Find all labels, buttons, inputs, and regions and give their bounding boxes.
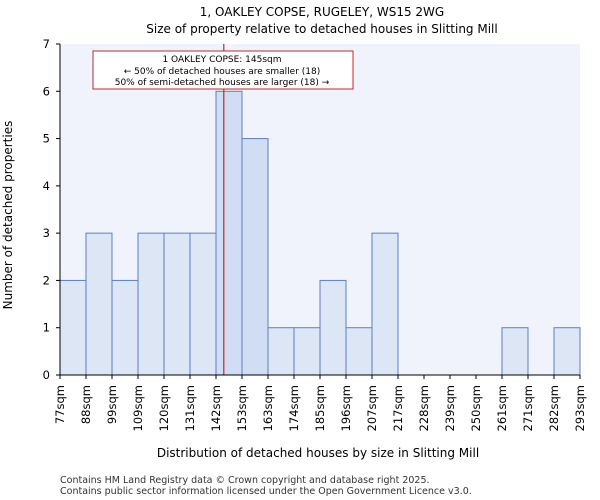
bar-282sqm	[553, 327, 581, 376]
y-tick-label-2: 2	[43, 273, 50, 287]
footer-line-2: Contains public sector information licen…	[60, 486, 472, 497]
annotation-box	[92, 50, 354, 90]
y-tick-label-5: 5	[43, 132, 50, 146]
annotation-line-2: ← 50% of detached houses are smaller (18…	[124, 67, 321, 77]
bar-88sqm	[85, 232, 113, 376]
chart-subtitle: Size of property relative to detached ho…	[146, 22, 497, 36]
property-annotation: 1 OAKLEY COPSE: 145sqm ← 50% of detached…	[92, 50, 354, 90]
bar-174sqm	[293, 327, 321, 376]
x-tick-label-239sqm: 239sqm	[443, 385, 457, 431]
bar-131sqm	[189, 232, 217, 376]
x-tick-label-293sqm: 293sqm	[573, 385, 587, 431]
x-tick-label-207sqm: 207sqm	[365, 385, 379, 431]
bar-185sqm	[319, 279, 347, 376]
x-tick-label-228sqm: 228sqm	[417, 385, 431, 431]
y-tick-label-3: 3	[43, 226, 50, 240]
x-tick-label-77sqm: 77sqm	[53, 385, 67, 424]
bar-153sqm	[241, 138, 269, 376]
bar-261sqm	[501, 327, 529, 376]
x-tick-label-250sqm: 250sqm	[469, 385, 483, 431]
y-axis-label: Number of detached properties	[1, 121, 15, 310]
chart-title: 1, OAKLEY COPSE, RUGELEY, WS15 2WG	[200, 5, 444, 19]
bar-142sqm	[215, 90, 243, 376]
bar-163sqm	[267, 327, 295, 376]
annotation-line-1: 1 OAKLEY COPSE: 145sqm	[162, 55, 281, 65]
x-tick-label-196sqm: 196sqm	[339, 385, 353, 431]
footer-line-1: Contains HM Land Registry data © Crown c…	[60, 475, 430, 486]
x-tick-label-282sqm: 282sqm	[547, 385, 561, 431]
x-tick-label-120sqm: 120sqm	[157, 385, 171, 431]
x-axis-label: Distribution of detached houses by size …	[157, 446, 479, 460]
y-tick-label-4: 4	[43, 179, 50, 193]
x-tick-label-261sqm: 261sqm	[495, 385, 509, 431]
x-tick-label-142sqm: 142sqm	[209, 385, 223, 431]
bar-109sqm	[137, 232, 165, 376]
x-tick-label-109sqm: 109sqm	[131, 385, 145, 431]
x-tick-label-88sqm: 88sqm	[79, 385, 93, 424]
x-tick-label-153sqm: 153sqm	[235, 385, 249, 431]
x-tick-label-163sqm: 163sqm	[261, 385, 275, 431]
x-tick-label-131sqm: 131sqm	[183, 385, 197, 431]
bar-120sqm	[163, 232, 191, 376]
x-tick-label-217sqm: 217sqm	[391, 385, 405, 431]
y-tick-label-7: 7	[43, 37, 50, 51]
y-tick-label-0: 0	[43, 368, 50, 382]
x-tick-label-271sqm: 271sqm	[521, 385, 535, 431]
bar-77sqm	[59, 279, 87, 376]
annotation-line-3: 50% of semi-detached houses are larger (…	[115, 78, 330, 88]
bar-196sqm	[345, 327, 373, 376]
x-tick-label-99sqm: 99sqm	[105, 385, 119, 424]
y-tick-label-1: 1	[43, 321, 50, 335]
y-tick-label-6: 6	[43, 84, 50, 98]
x-tick-label-185sqm: 185sqm	[313, 385, 327, 431]
bar-207sqm	[371, 232, 399, 376]
x-tick-label-174sqm: 174sqm	[287, 385, 301, 431]
bar-99sqm	[111, 279, 139, 376]
